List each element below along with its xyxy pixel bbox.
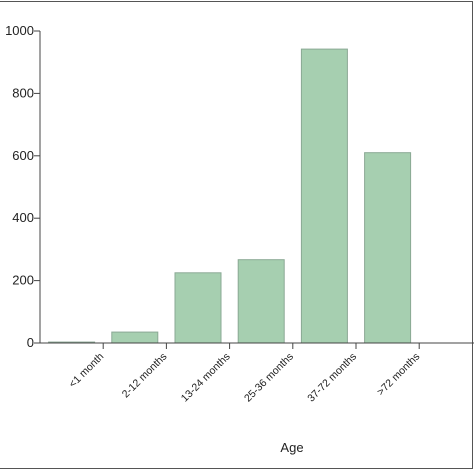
y-tick-label: 1000 — [5, 23, 34, 38]
x-tick-label: >72 months — [375, 351, 422, 398]
y-tick-label: 600 — [12, 148, 34, 163]
y-ticks-group: 0 200 400 600 800 1000 — [5, 23, 40, 350]
x-tick-label: <1 month — [67, 351, 107, 391]
x-tick-label: 37-72 months — [305, 351, 359, 405]
x-tick-label: 25-36 months — [242, 351, 296, 405]
bar — [237, 259, 285, 344]
x-ticks-group: <1 month 2-12 months 13-24 months 25-36 mon… — [67, 343, 422, 405]
x-tick-label: 13-24 months — [179, 351, 233, 405]
y-tick-label: 200 — [12, 273, 34, 288]
bar — [300, 48, 348, 344]
x-axis-title: Age — [280, 440, 303, 455]
bar — [364, 152, 412, 344]
bar — [111, 331, 159, 344]
bars-group — [48, 48, 412, 344]
bar — [174, 272, 222, 344]
y-tick-label: 800 — [12, 85, 34, 100]
x-tick-label: 2-12 months — [120, 351, 170, 401]
y-tick-label: 400 — [12, 210, 34, 225]
y-tick-label: 0 — [27, 335, 34, 350]
